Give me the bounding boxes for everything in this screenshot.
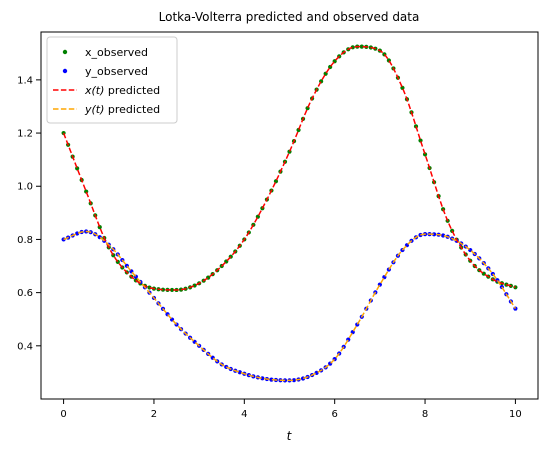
y-observed-point (441, 233, 446, 238)
y-tick-label: 0.8 (17, 235, 33, 246)
y-observed-point (291, 378, 297, 383)
axis-ticks: 0 2 4 6 8 10 0.4 0.6 0.8 1.0 1.2 1.4 (17, 75, 522, 420)
legend-item: y(t) predicted (53, 103, 160, 116)
legend-label: x(t) predicted (84, 84, 160, 97)
series-y-observed (61, 229, 518, 383)
x-tick-label: 0 (60, 409, 66, 420)
legend-marker (62, 68, 68, 74)
x-observed-point (169, 287, 175, 293)
x-predicted-line (62, 45, 516, 291)
chart-title: Lotka-Volterra predicted and observed da… (159, 10, 420, 24)
axes-frame (40, 31, 539, 400)
x-tick-label: 6 (331, 409, 337, 420)
y-observed-point (431, 232, 437, 237)
x-observed-point (160, 287, 166, 292)
y-observed-point (260, 376, 265, 381)
legend-box (46, 36, 178, 124)
legend-label: y_observed (85, 65, 148, 78)
x-tick-label: 2 (151, 409, 157, 420)
plot-area (61, 44, 518, 383)
legend-item: x(t) predicted (53, 84, 160, 97)
legend-item: x_observed (62, 46, 148, 59)
legend: x_observed y_observed x(t) predicted y(t) p… (46, 36, 178, 124)
x-tick-label: 10 (509, 409, 522, 420)
y-observed-point (513, 306, 518, 311)
y-tick-label: 0.6 (17, 288, 33, 299)
x-tick-label: 4 (241, 409, 247, 420)
y-observed-point (269, 377, 274, 382)
x-tick-label: 8 (422, 409, 428, 420)
legend-label: x_observed (85, 46, 148, 59)
x-observed-point (178, 287, 184, 292)
legend-marker (62, 49, 68, 55)
y-tick-label: 1.0 (17, 182, 33, 193)
y-tick-label: 0.4 (17, 341, 33, 352)
legend-item: y_observed (62, 65, 148, 78)
x-axis-label: t (287, 429, 293, 443)
y-tick-label: 1.4 (17, 75, 33, 86)
legend-label: y(t) predicted (84, 103, 160, 116)
y-tick-label: 1.2 (17, 129, 33, 140)
x-observed-point (359, 44, 364, 49)
y-predicted-line (63, 230, 517, 382)
